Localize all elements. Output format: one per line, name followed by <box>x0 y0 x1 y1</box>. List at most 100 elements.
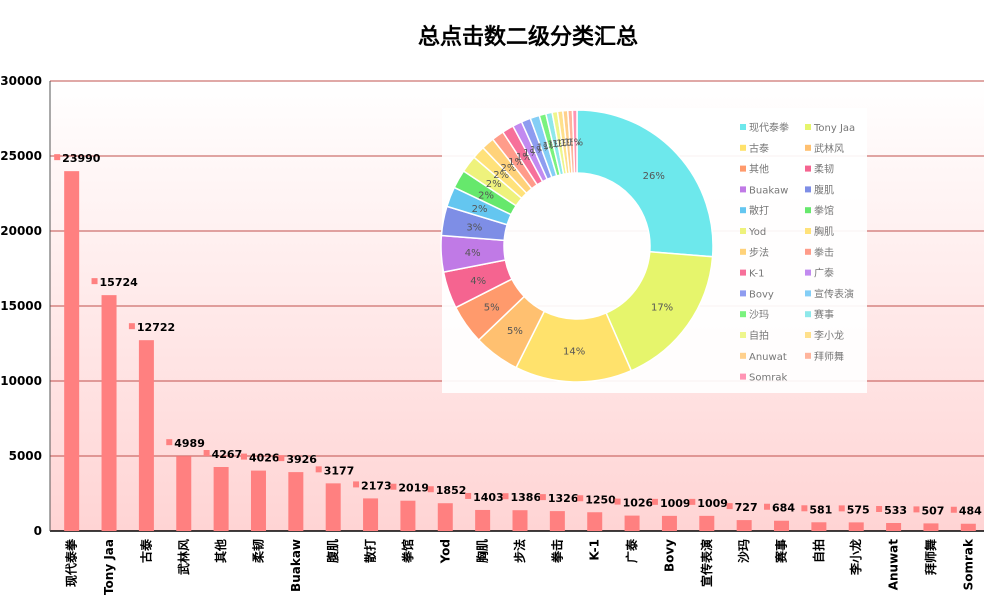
data-label: 3926 <box>286 453 317 466</box>
legend-label: 步法 <box>749 246 769 259</box>
x-tick-label: 广泰 <box>624 538 639 563</box>
slice-percent-label: 1% <box>523 148 539 159</box>
data-label: 507 <box>921 504 944 517</box>
legend-swatch <box>805 352 811 359</box>
slice-percent-label: 1% <box>530 145 546 156</box>
data-label: 4267 <box>212 448 243 461</box>
bar <box>848 522 864 531</box>
bar <box>437 503 453 531</box>
slice-percent-label: 14% <box>563 346 585 357</box>
legend-label: 广泰 <box>814 267 834 280</box>
legend-label: Bovy <box>749 289 774 300</box>
data-label-marker <box>689 498 696 505</box>
legend-label: 拳击 <box>814 246 834 259</box>
legend-swatch <box>740 290 746 297</box>
data-label-marker <box>764 503 771 510</box>
bar <box>811 522 827 531</box>
legend-swatch <box>740 124 746 130</box>
bar <box>400 500 416 531</box>
legend-label: K-1 <box>749 269 764 280</box>
data-label: 2173 <box>361 479 392 492</box>
data-label: 3177 <box>324 464 355 477</box>
legend-swatch <box>740 311 746 318</box>
donut-slice <box>571 109 578 174</box>
legend-swatch <box>805 124 811 130</box>
legend-swatch <box>805 186 811 193</box>
slice-percent-label: 1% <box>552 139 568 150</box>
data-label-marker <box>278 455 285 462</box>
x-tick-label: 胸肌 <box>475 539 490 563</box>
legend-label: 现代泰拳 <box>749 121 789 134</box>
x-tick-label: Somrak <box>961 538 975 590</box>
legend-swatch <box>740 269 746 276</box>
x-tick-label: 李小龙 <box>848 539 863 576</box>
legend-swatch <box>740 352 746 359</box>
slice-percent-label: 26% <box>643 171 665 182</box>
legend-swatch <box>805 269 811 276</box>
data-label-marker <box>577 495 584 502</box>
legend-swatch <box>805 290 811 297</box>
x-tick-label: 现代泰拳 <box>64 538 79 587</box>
data-label: 1386 <box>511 491 542 504</box>
slice-percent-label: 4% <box>470 276 486 287</box>
slice-percent-label: 5% <box>484 302 500 313</box>
data-label: 533 <box>884 504 907 517</box>
data-label-marker <box>838 505 845 512</box>
bar <box>138 340 154 531</box>
slice-percent-label: 1% <box>556 138 572 149</box>
y-tick-label: 25000 <box>0 149 42 163</box>
x-tick-label: Yod <box>438 539 452 564</box>
data-label-marker <box>353 481 360 488</box>
legend-swatch <box>740 207 746 214</box>
slice-percent-label: 1% <box>567 138 583 149</box>
bar <box>475 509 491 531</box>
data-label: 1403 <box>473 491 504 504</box>
bar <box>960 523 976 531</box>
x-tick-label: 拳击 <box>549 539 564 564</box>
bar <box>624 515 640 531</box>
slice-percent-label: 2% <box>472 204 488 215</box>
bar <box>176 456 192 531</box>
data-label-marker <box>539 494 546 501</box>
x-tick-label: 古泰 <box>138 538 153 563</box>
x-tick-label: 柔韧 <box>250 539 265 564</box>
data-label-marker <box>427 486 434 493</box>
data-label: 484 <box>959 505 982 518</box>
slice-percent-label: 2% <box>486 179 502 190</box>
bar <box>774 520 790 531</box>
data-label-marker <box>465 492 472 499</box>
x-tick-label: Bovy <box>662 539 676 572</box>
x-tick-label: 腹肌 <box>325 539 340 563</box>
slice-percent-label: 5% <box>507 326 523 337</box>
data-label-marker <box>614 498 621 505</box>
slice-percent-label: 2% <box>493 170 509 181</box>
slice-percent-label: 1% <box>516 152 532 163</box>
data-label: 1009 <box>697 497 728 510</box>
chart-title: 总点击数二级分类汇总 <box>418 24 638 50</box>
legend-swatch <box>805 228 811 234</box>
y-tick-label: 30000 <box>0 74 42 88</box>
slice-percent-label: 4% <box>465 248 481 259</box>
x-tick-label: 步法 <box>512 539 527 563</box>
x-tick-label: 拳馆 <box>400 539 415 564</box>
bar <box>549 511 565 531</box>
data-label-marker <box>801 505 808 512</box>
data-label-marker <box>315 466 322 473</box>
legend-label: Tony Jaa <box>813 123 855 134</box>
data-label-marker <box>876 506 883 513</box>
data-label-marker <box>950 506 957 513</box>
x-tick-label: K-1 <box>588 539 602 561</box>
legend-swatch <box>740 186 746 193</box>
y-tick-label: 5000 <box>9 449 42 463</box>
legend-swatch <box>740 228 746 234</box>
data-label: 1852 <box>436 484 467 497</box>
data-label: 575 <box>847 503 870 516</box>
slice-percent-label: 1% <box>537 143 553 154</box>
legend-label: 拜师舞 <box>814 350 844 363</box>
legend-swatch <box>740 373 746 380</box>
data-label-marker <box>203 449 210 456</box>
bar <box>288 472 304 531</box>
slice-percent-label: 2% <box>501 163 517 174</box>
